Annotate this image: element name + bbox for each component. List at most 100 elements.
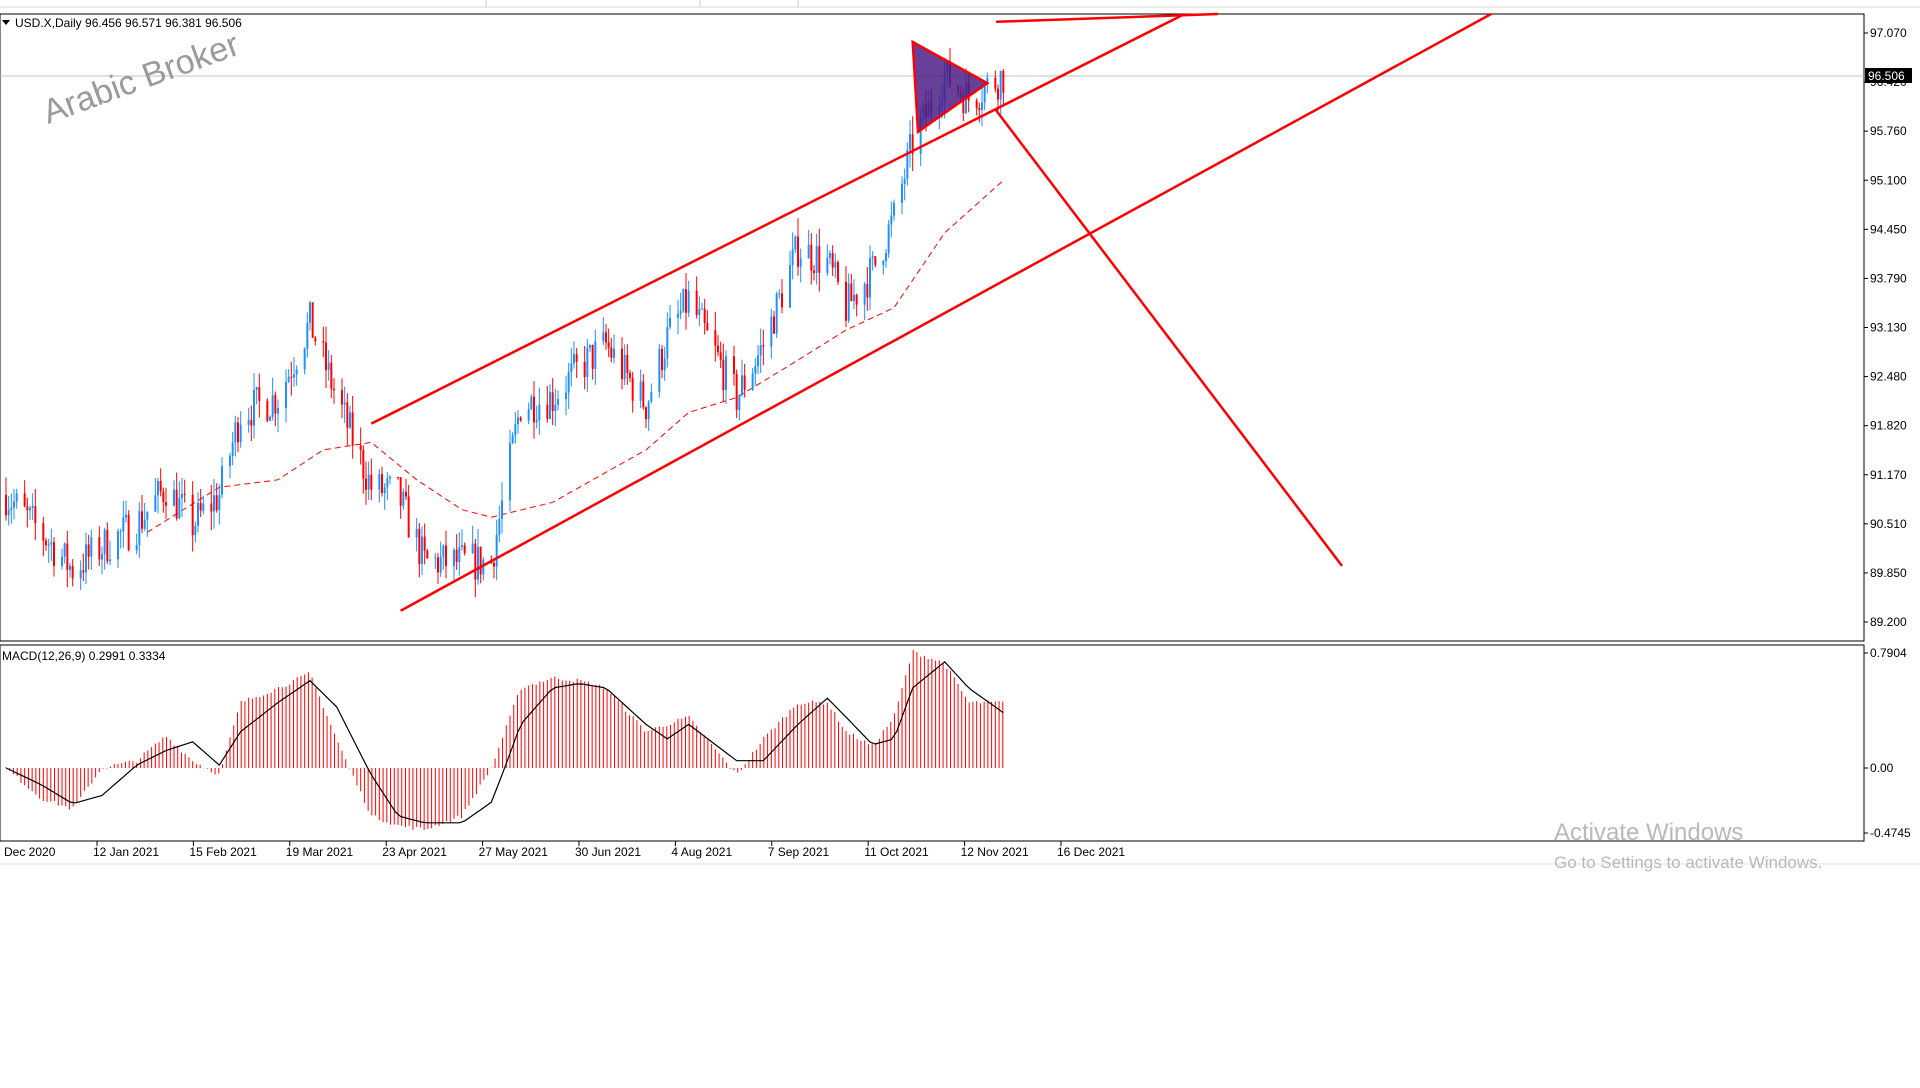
candle [455, 534, 458, 571]
candle [573, 341, 575, 369]
candle [837, 260, 839, 286]
price-tick-label: 97.070 [1870, 26, 1907, 40]
candle [253, 372, 255, 439]
candle [517, 410, 519, 434]
candle [71, 559, 74, 587]
candle [229, 452, 231, 479]
candle [231, 431, 234, 466]
candle [847, 273, 850, 324]
candle [567, 362, 570, 409]
candle [551, 378, 554, 426]
candle [866, 267, 869, 311]
time-tick-label: 11 Oct 2021 [864, 845, 929, 859]
candle [874, 256, 877, 268]
candle [887, 220, 890, 258]
candle [90, 529, 93, 570]
candle [175, 472, 178, 521]
candle [909, 120, 911, 168]
candle [501, 482, 503, 534]
candle [623, 344, 626, 386]
dropdown-triangle-icon[interactable] [2, 20, 10, 25]
time-tick-label: 7 Dec 2020 [0, 845, 56, 859]
candle [29, 505, 31, 520]
candle [474, 538, 477, 598]
candle [295, 365, 298, 386]
candle [85, 532, 87, 585]
candle [554, 388, 557, 427]
candle [666, 312, 669, 368]
candle [509, 429, 511, 512]
price-tick-label: 91.170 [1870, 468, 1907, 482]
candle [549, 384, 551, 420]
candle [287, 368, 290, 384]
candle [117, 528, 119, 568]
candle [397, 476, 399, 480]
candle [271, 377, 274, 421]
candle [322, 326, 325, 357]
candle [719, 341, 722, 368]
candle [911, 116, 914, 172]
candle [461, 529, 463, 551]
candle [791, 232, 794, 280]
candle [106, 522, 109, 564]
activate-windows-subtitle: Go to Settings to activate Windows. [1554, 853, 1822, 872]
candle [269, 415, 271, 421]
candle [202, 495, 205, 515]
candle [258, 373, 261, 418]
candle [565, 376, 567, 416]
candle [274, 391, 277, 427]
candle [477, 529, 479, 585]
candle [10, 493, 13, 524]
candle [845, 266, 847, 327]
candle [405, 478, 407, 500]
candle [349, 405, 351, 430]
candle [26, 497, 29, 528]
candle [589, 344, 591, 353]
candle [61, 548, 63, 570]
candle [703, 299, 706, 335]
candle [346, 393, 349, 446]
candle [437, 553, 439, 584]
time-tick-label: 12 Jan 2021 [93, 845, 159, 859]
candle [975, 98, 978, 116]
candle [682, 288, 685, 313]
candle [173, 480, 175, 507]
candle [266, 398, 269, 423]
candle [983, 82, 986, 111]
candle [882, 259, 885, 275]
candle [119, 528, 122, 549]
price-tick-label: 93.790 [1870, 271, 1907, 285]
candle [799, 248, 802, 283]
price-tick-label: 89.850 [1870, 566, 1907, 580]
candle [333, 378, 335, 404]
candle [863, 281, 866, 321]
candle [626, 344, 629, 385]
candle [538, 387, 541, 435]
candle [815, 233, 818, 285]
price-axis: 97.07096.42095.76095.10094.45093.79093.1… [1864, 26, 1907, 629]
svg-text:96.506: 96.506 [1868, 69, 1905, 83]
candle [885, 249, 887, 268]
candle [631, 371, 634, 413]
candle [109, 540, 111, 566]
candle [421, 526, 423, 575]
candle [418, 522, 421, 578]
candle [901, 176, 903, 215]
candle [330, 355, 333, 399]
candle [311, 302, 314, 338]
candle [453, 547, 455, 584]
candle [685, 273, 687, 330]
candle [722, 343, 725, 403]
candle [890, 201, 893, 238]
candle [341, 378, 343, 419]
time-tick-label: 7 Sep 2021 [768, 845, 830, 859]
candle [127, 510, 130, 552]
candle [751, 368, 754, 392]
candle [255, 386, 258, 405]
candle [293, 357, 295, 387]
candle [194, 521, 197, 543]
candle [794, 235, 797, 253]
macd-pane-frame [0, 644, 1865, 842]
candle [181, 477, 183, 517]
time-tick-label: 23 Apr 2021 [382, 845, 447, 859]
